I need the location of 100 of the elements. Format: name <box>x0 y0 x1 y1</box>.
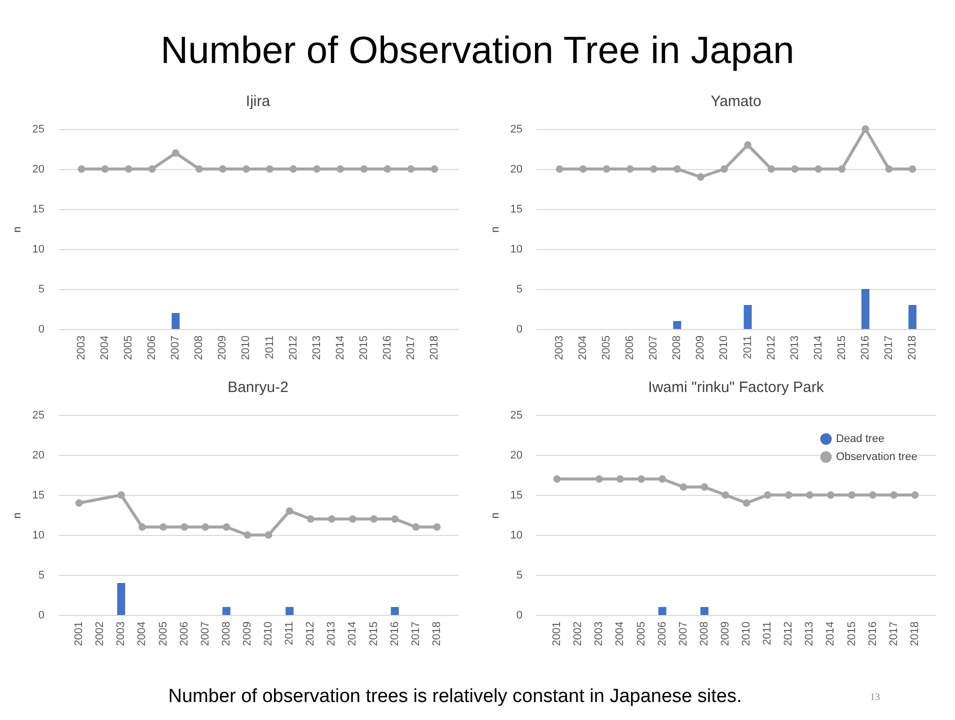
y-tick-label: 10 <box>32 244 44 256</box>
text: Number of Observation Tree in Japan <box>160 30 796 73</box>
y-tick-label: 0 <box>38 610 44 622</box>
y-tick-label: 0 <box>38 324 44 336</box>
point <box>117 491 125 499</box>
x-tick-label: 2009 <box>719 622 732 646</box>
y-tick-label: 15 <box>510 490 522 502</box>
x-tick-label: 2006 <box>146 336 158 360</box>
x-tick-label: 2001 <box>73 622 86 646</box>
point <box>700 483 708 491</box>
point <box>349 515 356 523</box>
x-tick-label: 2006 <box>656 622 668 646</box>
x-tick-label: 2008 <box>698 622 710 646</box>
y-tick-label: 10 <box>510 530 522 542</box>
text: 13 <box>870 692 880 703</box>
point <box>553 475 561 483</box>
x-tick-label: 2007 <box>199 622 212 646</box>
x-tick-label: 2010 <box>718 336 730 360</box>
point <box>768 165 775 173</box>
x-tick-label: 2017 <box>888 622 900 646</box>
point <box>202 523 210 531</box>
point <box>838 165 846 173</box>
point <box>722 491 730 499</box>
x-tick-label: 2018 <box>430 622 443 646</box>
point <box>720 165 728 173</box>
y-tick-label: 5 <box>38 284 44 296</box>
y-tick-label: 25 <box>32 124 44 136</box>
point <box>848 491 856 499</box>
point <box>391 515 399 523</box>
x-tick-label: 2017 <box>410 622 422 646</box>
point <box>626 165 634 173</box>
point <box>602 165 610 173</box>
x-tick-label: 2002 <box>572 622 584 646</box>
y-tick-label: 5 <box>38 570 44 582</box>
point <box>869 491 877 499</box>
y-tick-label: 15 <box>32 490 44 502</box>
bar <box>744 305 752 329</box>
x-tick-label: 2004 <box>614 622 626 646</box>
point <box>697 173 704 181</box>
point <box>556 165 564 173</box>
x-tick-label: 2016 <box>381 336 394 360</box>
point <box>673 165 681 173</box>
y-tick-label: 20 <box>510 450 522 462</box>
point <box>862 125 870 133</box>
chart-title: Yamato <box>710 93 762 110</box>
x-tick-label: 2008 <box>671 336 684 360</box>
x-tick-label: 2008 <box>220 622 232 646</box>
x-tick-label: 2018 <box>428 336 440 360</box>
point <box>412 523 420 531</box>
x-tick-label: 2014 <box>824 622 837 646</box>
point <box>370 515 378 523</box>
x-tick-label: 2017 <box>882 336 895 360</box>
x-tick-label: 2014 <box>334 336 346 360</box>
text: Number of observation trees is relatively constant in Japanese sites. <box>168 686 742 707</box>
x-tick-label: 2009 <box>216 336 229 360</box>
x-tick-label: 2016 <box>388 622 401 646</box>
y-tick-label: 20 <box>32 164 44 176</box>
x-tick-label: 2009 <box>694 336 707 360</box>
y-tick-label: 25 <box>510 124 522 136</box>
x-tick-label: 2004 <box>136 622 148 646</box>
x-tick-label: 2005 <box>635 622 648 646</box>
y-tick-label: 20 <box>510 164 522 176</box>
x-tick-label: 2011 <box>284 622 296 646</box>
chart-title: Ijira <box>246 93 271 110</box>
legend-label: Dead tree <box>836 433 884 445</box>
x-tick-label: 2016 <box>866 622 879 646</box>
point <box>595 475 603 483</box>
x-tick-label: 2006 <box>624 336 636 360</box>
bar <box>673 321 682 329</box>
x-tick-label: 2003 <box>554 336 566 360</box>
point <box>638 475 645 483</box>
point <box>328 515 336 523</box>
y-tick-label: 10 <box>510 244 522 256</box>
point <box>908 165 916 173</box>
x-tick-label: 2007 <box>170 336 182 360</box>
point <box>680 483 688 491</box>
x-tick-label: 2008 <box>193 336 206 360</box>
x-tick-label: 2015 <box>836 336 848 360</box>
point <box>806 491 814 499</box>
x-tick-label: 2013 <box>788 336 801 360</box>
y-axis-title: n <box>11 226 24 233</box>
point <box>885 165 893 173</box>
y-tick-label: 0 <box>516 610 522 622</box>
point <box>658 475 666 483</box>
bar <box>861 289 870 329</box>
point <box>138 523 146 531</box>
x-tick-label: 2010 <box>240 336 252 360</box>
x-tick-label: 2013 <box>326 622 338 646</box>
x-tick-label: 2018 <box>906 336 918 360</box>
point <box>75 499 83 507</box>
x-tick-label: 2006 <box>178 622 190 646</box>
x-tick-label: 2004 <box>99 336 112 360</box>
y-tick-label: 10 <box>32 530 44 542</box>
point <box>180 523 188 531</box>
x-tick-label: 2013 <box>804 622 816 646</box>
y-tick-label: 0 <box>516 324 522 336</box>
x-tick-label: 2005 <box>157 622 170 646</box>
y-axis-title: n <box>489 512 502 519</box>
x-tick-label: 2003 <box>115 622 128 646</box>
point <box>814 165 822 173</box>
